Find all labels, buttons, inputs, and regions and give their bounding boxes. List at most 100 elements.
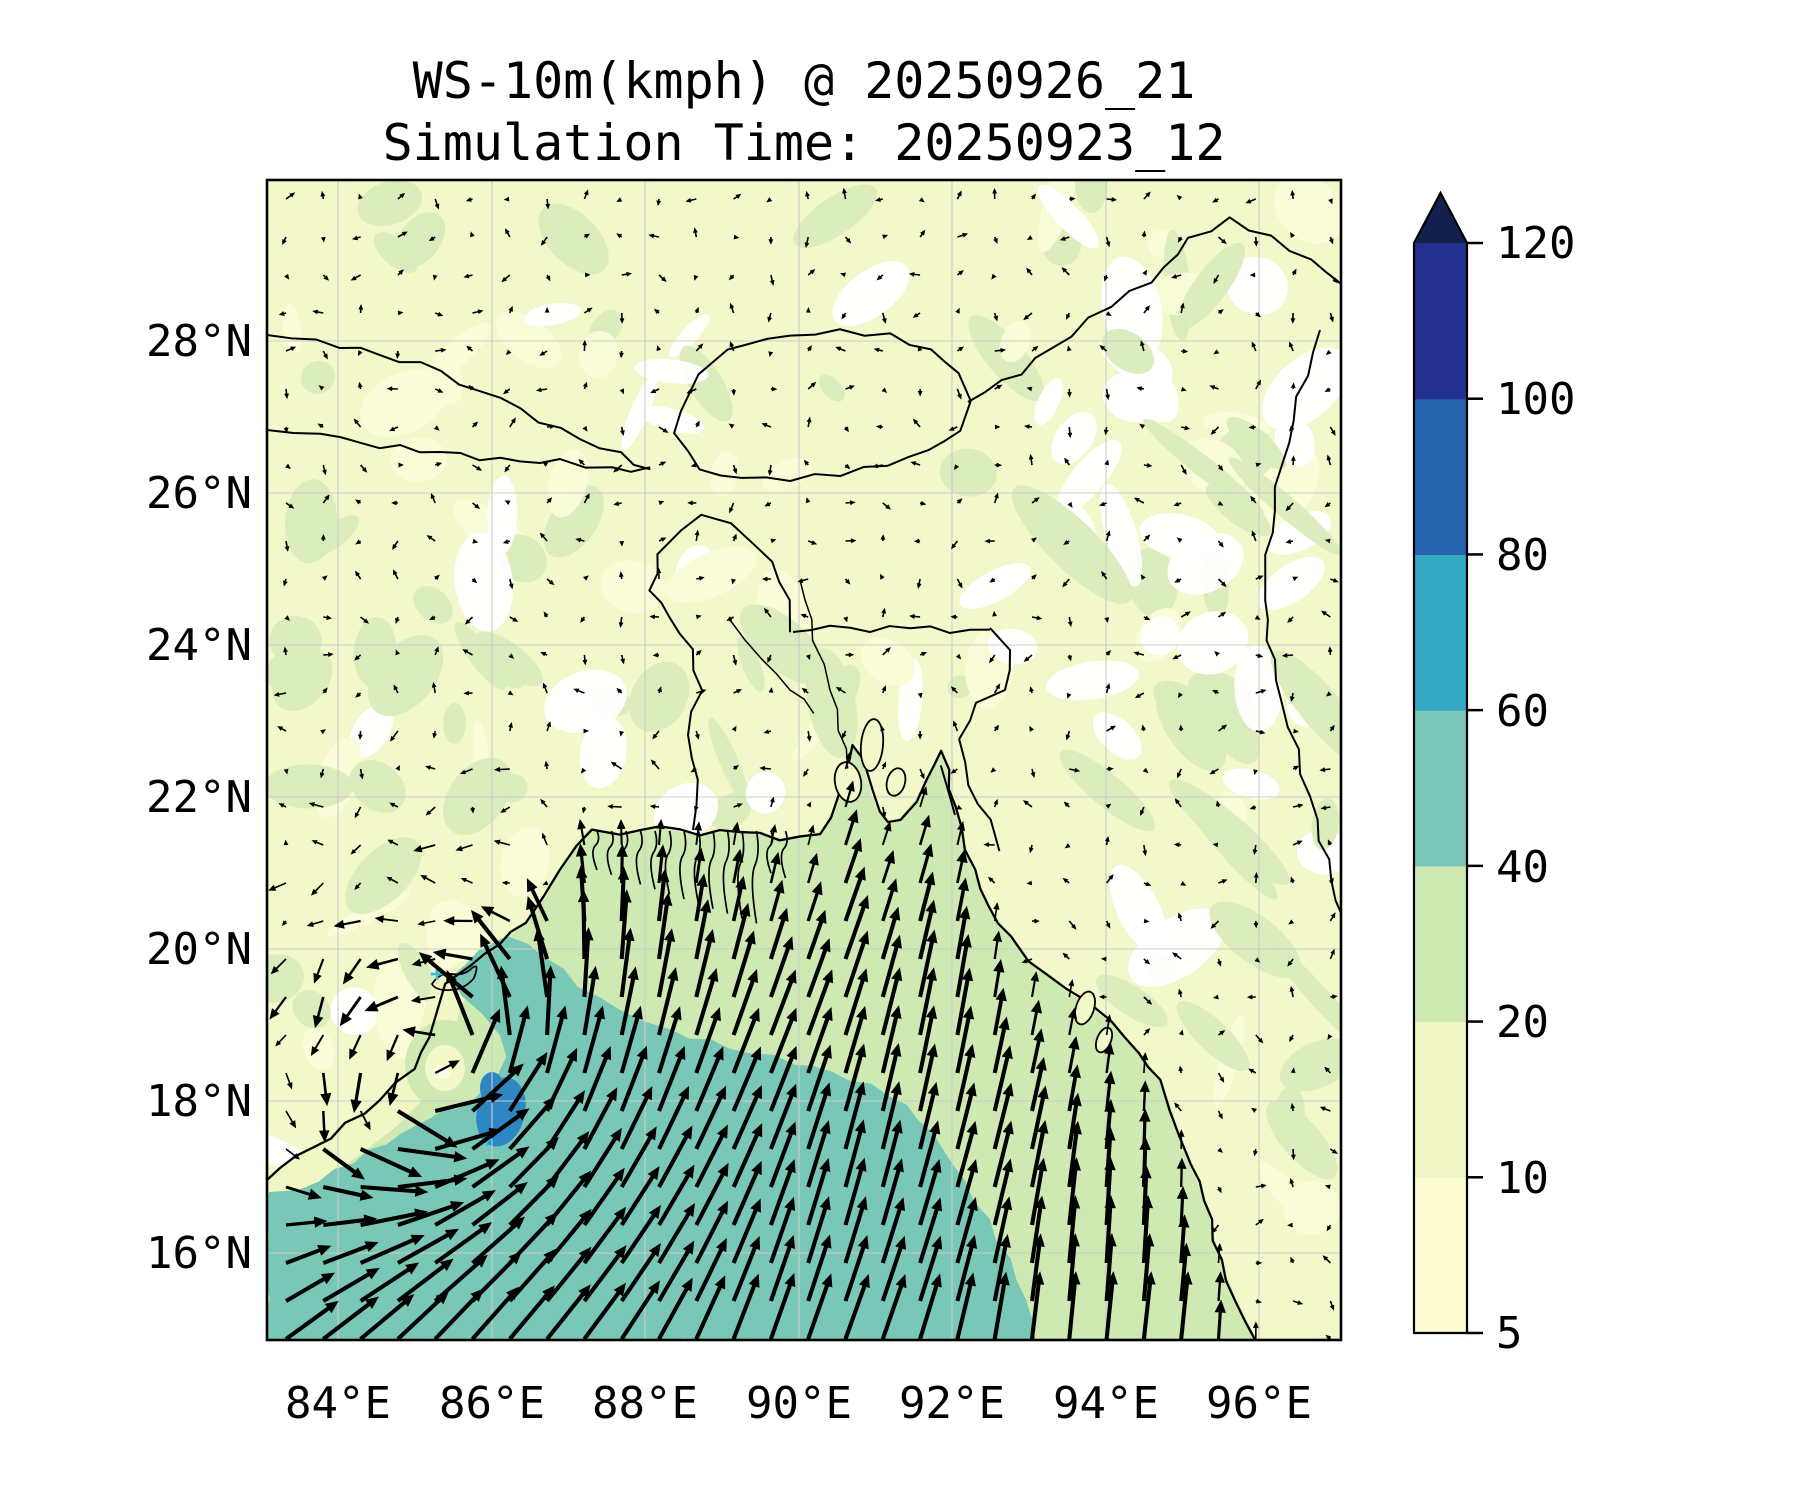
wind-vector-head [581,807,587,814]
wind-vector [993,492,999,504]
tidal-creek [780,830,788,879]
land-texture-patches [267,180,1341,1236]
wind-vector-head [1141,724,1146,731]
wind-vector-head [731,390,737,396]
wind-vector-head [606,1087,618,1102]
wind-vector [619,1005,643,1074]
wind-vector [1320,805,1331,811]
wind-vector [505,349,512,356]
wind-vector [919,768,925,780]
wind-vector [503,388,511,395]
wind-vector-head [1326,1225,1332,1232]
wind-vector-shaft [619,901,629,960]
wind-vector-head [991,273,997,280]
wind-vector-head [395,649,400,656]
wind-vector-shaft [1329,952,1334,960]
wind-vector-shaft [444,952,473,961]
wind-vector [1329,1300,1335,1311]
wind-vector [1281,653,1294,658]
wind-vector [956,804,963,810]
wind-vector-head [493,839,501,846]
wind-vector [395,649,400,656]
wind-vector-head [582,425,588,432]
y-tick-label: 20°N [146,924,252,975]
wind-vector-shaft [1030,979,1036,998]
wind-vector [582,1245,627,1303]
wind-vector-shaft [1252,534,1257,542]
wind-vector-shaft [1143,1058,1146,1074]
wind-vector-head [804,242,810,249]
wind-vector-shaft [768,1283,793,1340]
wind-vector [1287,616,1294,623]
wind-vector-head [1322,1255,1329,1261]
wind-vector [434,574,440,581]
wind-vector [1330,578,1339,583]
wind-vector-head [1146,999,1153,1005]
wind-vector [656,892,673,960]
wind-vector-head [917,391,923,397]
wind-vector-head [1210,923,1217,929]
wind-vector-head [843,616,848,623]
wind-vector-head [767,316,773,323]
wind-vector-head [446,969,457,985]
wind-vector [694,1046,724,1112]
wind-vector-head [1139,1080,1150,1093]
wind-vector-head [929,1120,941,1135]
wind-vector [1136,386,1145,391]
wind-vector [619,966,639,1036]
wind-vector-head [1212,689,1219,695]
wind-vector-shaft [731,913,748,960]
wind-vector [387,1072,400,1107]
wind-vector [1104,459,1109,466]
wind-vector-head [996,462,1003,468]
colorbar-outline [1412,190,1469,1335]
wind-vector [1218,1030,1226,1036]
wind-vector-head [342,971,354,985]
wind-vector-head [619,352,624,359]
wind-vector-head [749,1235,761,1251]
wind-vector-head [739,902,751,917]
wind-vector-head [767,657,772,664]
wind-vector [582,1087,618,1150]
wind-vector [844,809,859,846]
wind-vector [657,967,679,1036]
wind-vector-head [1255,311,1261,318]
wind-vector-shaft [1255,1185,1263,1188]
wind-vector-head [687,500,693,506]
wind-vector-head [881,607,887,614]
wind-vector-head [1026,235,1033,241]
colorbar-tick-label: 40 [1496,842,1549,893]
terrain-patch [1177,242,1246,330]
offshore-island [1094,1026,1114,1054]
wind-vector-head [1258,1218,1264,1225]
wind-vector-shaft [732,654,736,662]
wind-vector-shaft [579,854,586,884]
wind-vector-head [430,492,436,499]
wind-vector-head [732,468,738,475]
wind-vector [1180,611,1191,618]
wind-vector [386,876,399,884]
wind-vector [769,879,785,922]
wind-vector-shaft [843,941,866,998]
wind-vector-head [925,899,937,914]
wind-vector-shaft [1180,464,1186,472]
wind-vector [318,1110,330,1143]
wind-vector-head [952,720,958,727]
wind-vector-head [696,649,702,656]
terrain-patch [999,321,1031,363]
wind-vector-head [819,1196,831,1211]
wind-vector-head [556,1005,568,1020]
wind-vector-head [1173,501,1180,507]
wind-vector-head [333,919,345,929]
wind-vector-head [1064,843,1071,849]
terrain-patch [349,759,406,813]
wind-vector [955,934,972,998]
wind-vector-head [320,190,326,197]
wind-vector-shaft [530,888,549,922]
wind-vector-shaft [620,1213,656,1265]
wind-vector [1142,269,1148,276]
wind-vector [1292,840,1303,846]
terrain-patch [413,586,453,624]
wind-vector-head [468,385,475,391]
terrain-patch [495,311,562,369]
